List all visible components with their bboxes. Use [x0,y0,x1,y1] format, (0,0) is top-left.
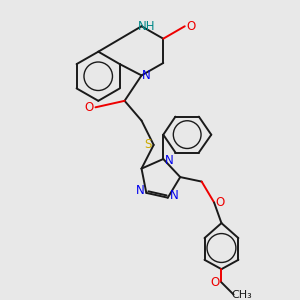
Text: O: O [211,276,220,289]
Text: N: N [136,184,145,197]
Text: O: O [85,101,94,114]
Text: O: O [186,20,196,33]
Text: S: S [144,138,152,152]
Text: O: O [216,196,225,209]
Text: N: N [165,154,174,167]
Text: NH: NH [138,20,155,33]
Text: N: N [142,69,151,82]
Text: N: N [169,189,178,202]
Text: CH₃: CH₃ [231,290,252,300]
